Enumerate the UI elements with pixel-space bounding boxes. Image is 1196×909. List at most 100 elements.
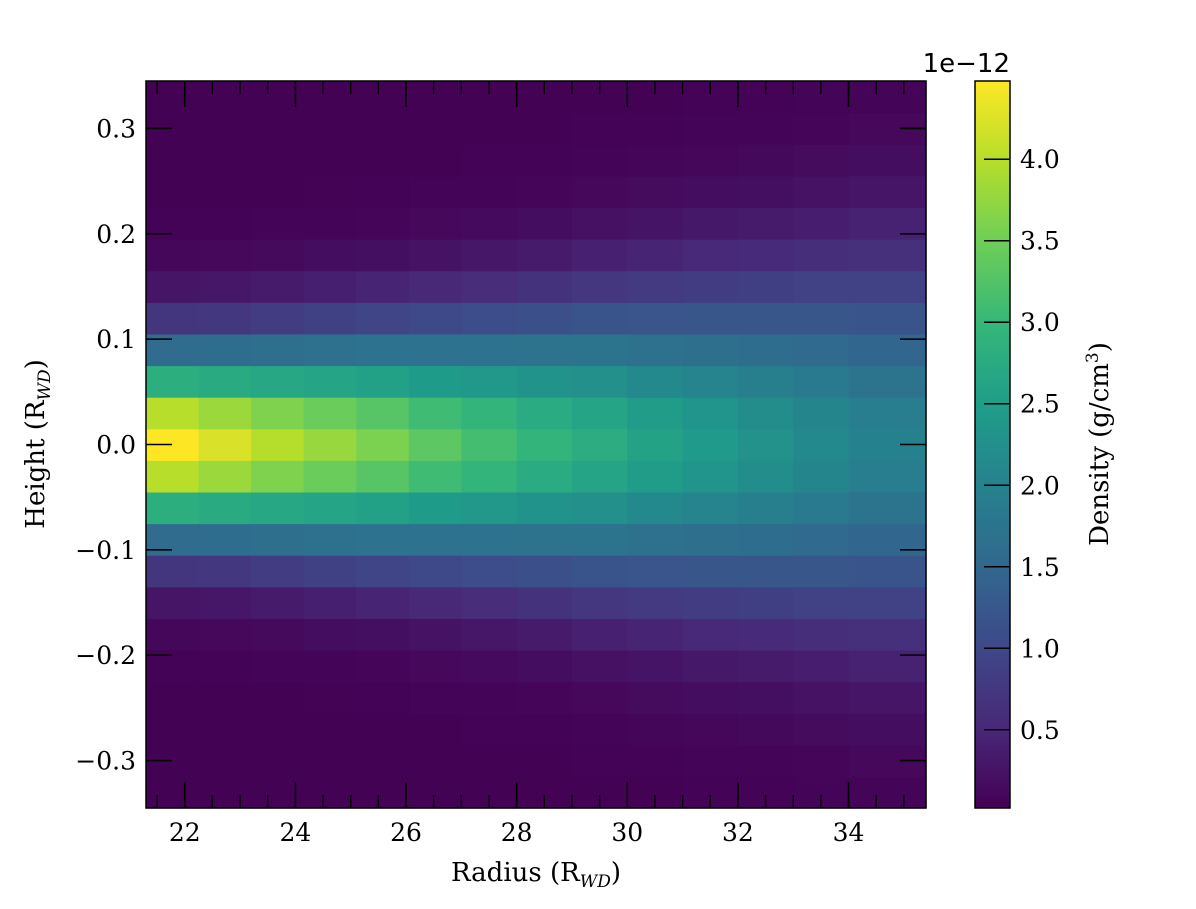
heatmap-cell (682, 333, 739, 367)
heatmap-cell (461, 618, 518, 651)
heatmap-cell (627, 270, 684, 303)
heatmap-cell (571, 333, 628, 367)
heatmap-cell (682, 112, 739, 145)
heatmap-cell (516, 112, 573, 145)
heatmap-cell (793, 207, 850, 240)
heatmap-cell (198, 586, 252, 619)
heatmap-cell (737, 302, 794, 335)
heatmap-cell (408, 681, 462, 714)
heatmap-cell (251, 428, 305, 461)
heatmap-cell (793, 555, 850, 588)
heatmap-cell (408, 112, 462, 145)
heatmap-cell (303, 112, 357, 145)
heatmap-cell (356, 333, 410, 367)
heatmap-cell (793, 239, 850, 272)
heatmap-cell (682, 523, 739, 556)
heatmap-cell (848, 239, 927, 272)
heatmap-cell (737, 681, 794, 714)
heatmap-cell (356, 302, 410, 335)
colorbar-tick-labels: 0.5 1.0 1.5 2.0 2.5 3.0 3.5 4.0 (1020, 145, 1060, 745)
heatmap-cell (303, 333, 357, 367)
heatmap-cell (793, 365, 850, 398)
heatmap-cell (682, 239, 739, 272)
heatmap-cell (198, 397, 252, 430)
heatmap-cell (848, 207, 927, 240)
heatmap-cell (793, 681, 850, 714)
heatmap-cell (146, 460, 200, 493)
heatmap-cell (737, 555, 794, 588)
heatmap-cell (146, 207, 200, 240)
colorbar-tick-label: 3.0 (1020, 308, 1060, 337)
heatmap-cell (737, 428, 794, 461)
colorbar-tick-label: 1.0 (1020, 634, 1060, 663)
heatmap-cell (356, 618, 410, 651)
heatmap-cell (793, 649, 850, 683)
heatmap-cell (571, 555, 628, 588)
heatmap-cell (408, 428, 462, 461)
heatmap-cell (627, 523, 684, 556)
heatmap-cell (198, 144, 252, 177)
heatmap-cell (627, 112, 684, 145)
heatmap-cell (251, 744, 305, 777)
heatmap-cell (793, 397, 850, 430)
heatmap-cell (198, 713, 252, 746)
heatmap-cell (627, 460, 684, 493)
heatmap-cell (461, 207, 518, 240)
heatmap-cell (303, 460, 357, 493)
colorbar-tick-label: 4.0 (1020, 145, 1060, 174)
heatmap-cell (251, 681, 305, 714)
heatmap-cell (198, 776, 252, 809)
heatmap-cell (516, 365, 573, 398)
heatmap-cell (461, 144, 518, 177)
heatmap-cell (408, 207, 462, 240)
heatmap-cell (356, 586, 410, 619)
y-tick-label: −0.3 (75, 747, 136, 776)
heatmap-cell (627, 144, 684, 177)
heatmap-cell (682, 144, 739, 177)
heatmap-cell (571, 112, 628, 145)
heatmap-cell (627, 175, 684, 209)
heatmap-cell (146, 776, 200, 809)
heatmap-cell (848, 270, 927, 303)
heatmap-cell (627, 713, 684, 746)
y-tick-label: 0.2 (96, 220, 136, 249)
heatmap-cell (627, 555, 684, 588)
heatmap-cell (682, 175, 739, 209)
heatmap-cell (198, 460, 252, 493)
heatmap-cell (303, 744, 357, 777)
heatmap-cell (737, 713, 794, 746)
heatmap-cell (356, 649, 410, 683)
heatmap-cell (356, 428, 410, 461)
heatmap-cell (461, 744, 518, 777)
heatmap-cell (737, 207, 794, 240)
heatmap-cell (571, 618, 628, 651)
heatmap-cell (408, 81, 462, 114)
heatmap-cell (737, 744, 794, 777)
heatmap-cell (146, 302, 200, 335)
heatmap-cell (793, 523, 850, 556)
heatmap-cell (627, 365, 684, 398)
heatmap-cell (571, 649, 628, 683)
heatmap-cell (682, 460, 739, 493)
heatmap-cell (516, 333, 573, 367)
heatmap-cell (198, 491, 252, 525)
heatmap-cell (516, 302, 573, 335)
heatmap-cell (356, 523, 410, 556)
heatmap-cell (408, 397, 462, 430)
heatmap-cell (571, 302, 628, 335)
x-tick-label: 32 (722, 818, 754, 847)
colorbar (974, 80, 1011, 809)
heatmap-cell (408, 713, 462, 746)
heatmap-cell (251, 207, 305, 240)
heatmap-cell (737, 175, 794, 209)
colorbar-tick-label: 2.0 (1020, 471, 1060, 500)
heatmap-cell (793, 302, 850, 335)
heatmap-cell (516, 681, 573, 714)
heatmap-cell (848, 460, 927, 493)
colorbar-tick-label: 2.5 (1020, 390, 1060, 419)
heatmap-cell (682, 491, 739, 525)
heatmap-cell (571, 713, 628, 746)
heatmap-cell (356, 776, 410, 809)
heatmap-cell (627, 333, 684, 367)
heatmap-cell (303, 207, 357, 240)
